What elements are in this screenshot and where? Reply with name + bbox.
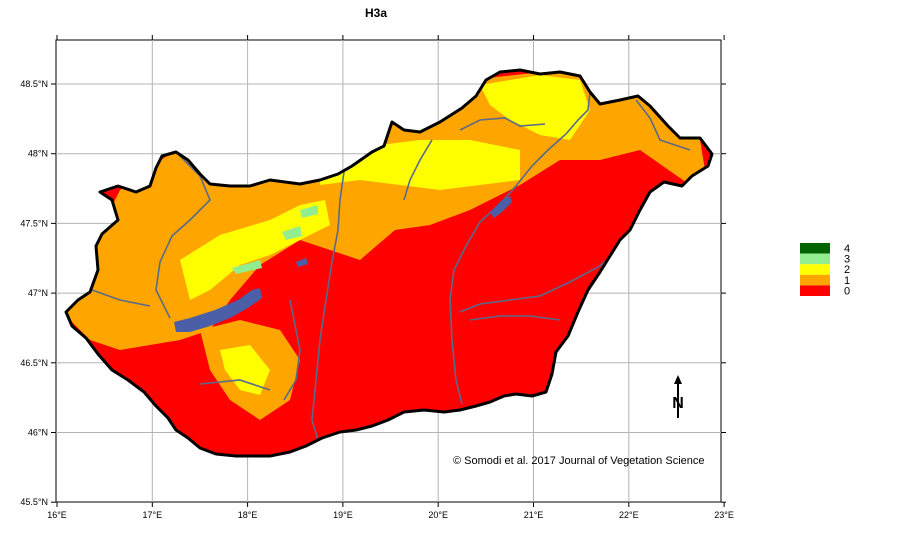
y-tick-label: 45.5°N	[20, 497, 48, 507]
river-line	[155, 151, 211, 319]
legend-label-1: 1	[844, 275, 850, 287]
river-line	[199, 379, 271, 391]
map-frame	[55, 39, 722, 503]
river-line	[403, 139, 433, 201]
y-tick-label: 48°N	[28, 149, 48, 159]
x-tick-label: 23°E	[714, 510, 734, 520]
lake-tisza	[490, 196, 512, 218]
river-line	[459, 247, 621, 313]
class-3-patch	[282, 226, 302, 240]
legend-label-2: 2	[844, 264, 850, 276]
credit-text: © Somodi et al. 2017 Journal of Vegetati…	[453, 455, 705, 467]
x-axis-labels: 16°E 17°E 18°E 19°E 20°E 21°E 22°E 23°E	[47, 510, 734, 520]
y-tick-label: 46.5°N	[20, 358, 48, 368]
x-tick-label: 18°E	[238, 510, 258, 520]
map-title: H3a	[365, 6, 387, 20]
river-line	[459, 117, 546, 131]
legend-swatch-0	[800, 285, 830, 296]
river-line	[635, 99, 691, 151]
class-3-patch	[232, 260, 262, 274]
class-2-patch-south	[220, 345, 270, 395]
country-border	[64, 68, 714, 458]
river-line	[469, 315, 561, 321]
x-tick-label: 21°E	[524, 510, 544, 520]
legend-swatch-4	[800, 243, 830, 254]
legend-label-0: 0	[844, 285, 850, 297]
legend-label-4: 4	[844, 243, 850, 255]
x-tick-label: 16°E	[47, 510, 67, 520]
legend-label-3: 3	[844, 254, 850, 266]
lake-velence	[296, 258, 308, 267]
x-tick-label: 20°E	[428, 510, 448, 520]
x-tick-label: 22°E	[619, 510, 639, 520]
north-arrow-head	[674, 375, 682, 384]
x-tick-label: 19°E	[333, 510, 353, 520]
y-tick-label: 47.5°N	[20, 218, 48, 228]
y-tick-label: 47°N	[28, 288, 48, 298]
river-line	[311, 171, 345, 441]
class-2-area-northeast	[480, 75, 590, 140]
rivers	[91, 91, 691, 441]
x-tick-label: 17°E	[142, 510, 162, 520]
legend-swatch-2	[800, 264, 830, 275]
y-tick-label: 46°N	[28, 428, 48, 438]
y-axis-labels: 48.5°N 48°N 47.5°N 47°N 46.5°N 46°N 45.5°N	[20, 79, 48, 507]
north-arrow: N	[672, 375, 684, 418]
axis-ticks	[51, 35, 726, 507]
lake-balaton	[174, 288, 262, 332]
river-line	[283, 299, 301, 401]
north-arrow-letter: N	[672, 395, 684, 412]
class-3-patch	[300, 205, 318, 218]
y-tick-label: 48.5°N	[20, 79, 48, 89]
class-2-area-west	[180, 200, 330, 300]
legend-swatch-3	[800, 253, 830, 265]
river-line	[91, 289, 151, 307]
legend-swatch-1	[800, 274, 830, 286]
